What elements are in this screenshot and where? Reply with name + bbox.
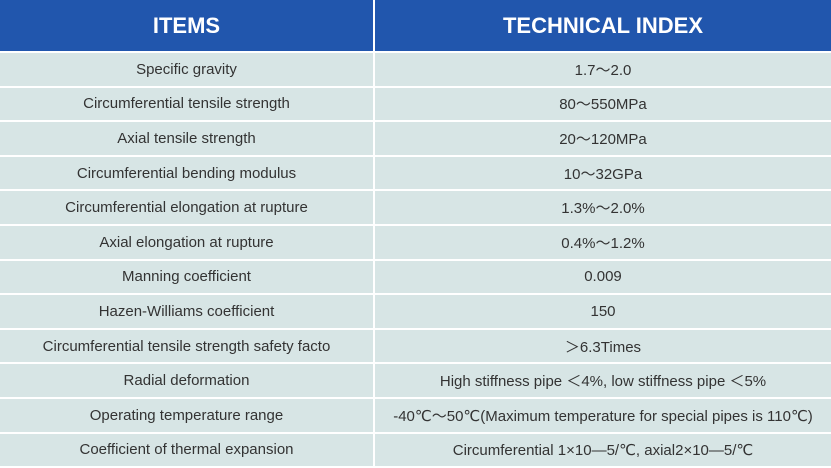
item-cell: Radial deformation bbox=[0, 362, 375, 399]
table-row: Axial elongation at rupture 0.4%～1.2% bbox=[0, 223, 831, 261]
item-cell: Hazen-Williams coefficient bbox=[0, 293, 375, 330]
value-cell: 1.7～2.0 bbox=[373, 51, 831, 88]
value-cell: ＞6.3Times bbox=[373, 327, 831, 365]
item-cell: Circumferential tensile strength safety … bbox=[0, 327, 375, 365]
table-row: Operating temperature range -40℃～50℃(Maxi… bbox=[0, 396, 831, 434]
value-cell: -40℃～50℃(Maximum temperature for special… bbox=[373, 396, 831, 434]
value-cell: 10～32GPa bbox=[373, 154, 831, 192]
table-row: Circumferential elongation at rupture 1.3… bbox=[0, 189, 831, 226]
header-technical-index: TECHNICAL INDEX bbox=[373, 0, 831, 53]
value-cell: 150 bbox=[373, 293, 831, 330]
header-row: ITEMS TECHNICAL INDEX bbox=[0, 0, 831, 53]
value-cell: 1.3%～2.0% bbox=[373, 189, 831, 226]
item-cell: Axial elongation at rupture bbox=[0, 223, 375, 261]
item-cell: Circumferential tensile strength bbox=[0, 85, 375, 123]
table-row: Manning coefficient 0.009 bbox=[0, 258, 831, 296]
table-row: Coefficient of thermal expansion Circumfe… bbox=[0, 431, 831, 467]
value-cell: 80～550MPa bbox=[373, 85, 831, 123]
item-cell: Circumferential elongation at rupture bbox=[0, 189, 375, 226]
table-row: Circumferential tensile strength 80～550MP… bbox=[0, 85, 831, 123]
item-cell: Operating temperature range bbox=[0, 396, 375, 434]
item-cell: Circumferential bending modulus bbox=[0, 154, 375, 192]
table-row: Specific gravity 1.7～2.0 bbox=[0, 51, 831, 88]
table-row: Axial tensile strength 20～120MPa bbox=[0, 120, 831, 157]
value-cell: High stiffness pipe ＜4%, low stiffness p… bbox=[373, 362, 831, 399]
value-cell: Circumferential 1×10—5/℃, axial2×10—5/℃ bbox=[373, 431, 831, 467]
item-cell: Coefficient of thermal expansion bbox=[0, 431, 375, 467]
value-cell: 20～120MPa bbox=[373, 120, 831, 157]
table-row: Hazen-Williams coefficient 150 bbox=[0, 293, 831, 330]
item-cell: Manning coefficient bbox=[0, 258, 375, 296]
table-row: Radial deformation High stiffness pipe ＜4… bbox=[0, 362, 831, 399]
item-cell: Specific gravity bbox=[0, 51, 375, 88]
table-row: Circumferential tensile strength safety … bbox=[0, 327, 831, 365]
table-row: Circumferential bending modulus 10～32GPa bbox=[0, 154, 831, 192]
header-items: ITEMS bbox=[0, 0, 375, 53]
item-cell: Axial tensile strength bbox=[0, 120, 375, 157]
value-cell: 0.4%～1.2% bbox=[373, 223, 831, 261]
value-cell: 0.009 bbox=[373, 258, 831, 296]
